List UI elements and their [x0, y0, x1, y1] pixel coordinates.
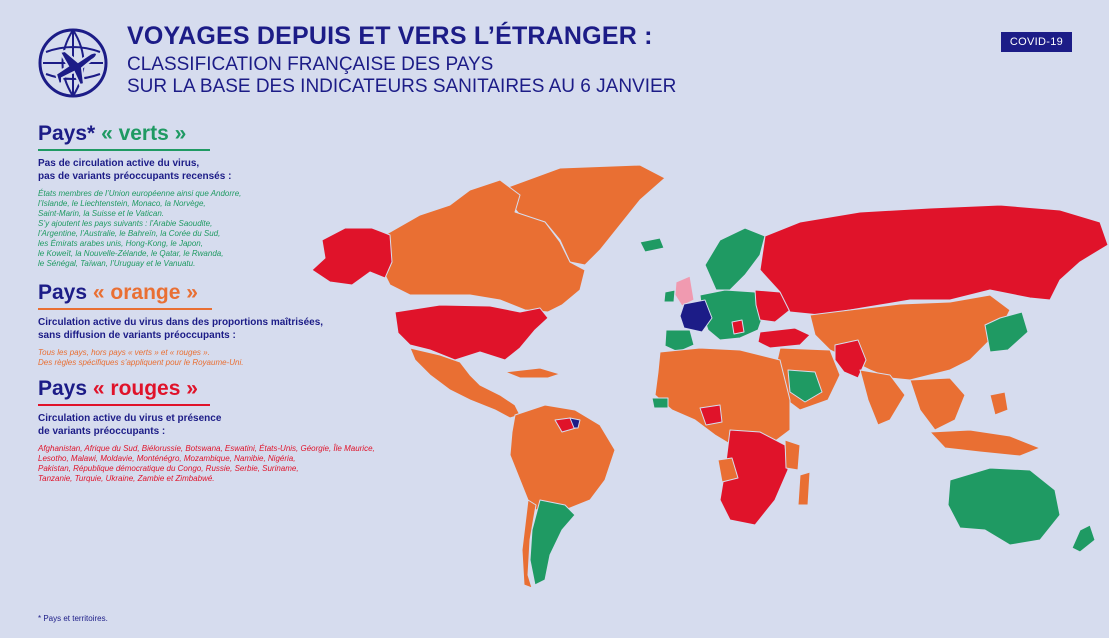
- legend-red-rule: [38, 404, 210, 406]
- subtitle-line-2: SUR LA BASE DES INDICATEURS SANITAIRES A…: [127, 76, 677, 97]
- legend-red-description: Circulation active du virus et présence …: [38, 413, 222, 437]
- subtitle-line-1: CLASSIFICATION FRANÇAISE DES PAYS: [127, 54, 494, 75]
- united-states: [394, 304, 549, 361]
- canada: [379, 179, 586, 313]
- central-southern-africa: [719, 429, 789, 526]
- madagascar: [797, 471, 811, 506]
- argentina-uruguay: [529, 499, 576, 586]
- north-africa: [654, 347, 791, 451]
- legend-red-label: « rouges »: [92, 377, 198, 400]
- legend-orange-label: « orange »: [92, 281, 198, 304]
- page-subtitle: CLASSIFICATION FRANÇAISE DES PAYS SUR LA…: [127, 54, 676, 98]
- south-america: [509, 404, 616, 521]
- covid-badge: COVID-19: [1001, 32, 1072, 52]
- ireland: [663, 289, 676, 303]
- legend-red-prefix: Pays: [38, 377, 88, 400]
- legend-orange: Pays « orange » Circulation active du vi…: [38, 280, 378, 368]
- legend-orange-rule: [38, 308, 212, 310]
- legend-green-prefix: Pays*: [38, 122, 96, 145]
- legend-green-label: « verts »: [101, 122, 187, 145]
- france: [679, 299, 713, 333]
- chile: [521, 499, 537, 589]
- footnote: * Pays et territoires.: [38, 614, 108, 623]
- airplane-globe-logo: [38, 28, 108, 98]
- legend-green-description: Pas de circulation active du virus, pas …: [38, 158, 232, 182]
- page-title: VOYAGES DEPUIS ET VERS L’ÉTRANGER :: [127, 22, 653, 50]
- serbia-montenegro: [731, 319, 745, 335]
- indonesia-philippines: [929, 391, 1041, 457]
- korea-japan: [984, 311, 1029, 353]
- afghanistan-pakistan: [834, 339, 867, 379]
- caribbean: [504, 367, 561, 379]
- united-kingdom: [674, 275, 695, 307]
- legend-red-heading: Pays « rouges »: [38, 376, 418, 402]
- legend-orange-countries: Tous les pays, hors pays « verts » et « …: [38, 348, 244, 367]
- southern-africa-orange: [717, 439, 801, 483]
- legend-green-rule: [38, 149, 210, 151]
- alaska: [311, 227, 393, 286]
- legend-green-heading: Pays* « verts »: [38, 121, 378, 147]
- senegal: [651, 397, 669, 409]
- legend-green: Pays* « verts » Pas de circulation activ…: [38, 121, 378, 269]
- russia: [759, 204, 1109, 316]
- scandinavia: [704, 227, 766, 291]
- saudi-arabia: [787, 369, 823, 403]
- legend-red: Pays « rouges » Circulation active du vi…: [38, 376, 418, 484]
- iceland: [639, 237, 665, 253]
- turkey: [757, 327, 811, 349]
- australia: [947, 467, 1061, 546]
- legend-orange-description: Circulation active du virus dans des pro…: [38, 317, 324, 341]
- legend-orange-prefix: Pays: [38, 281, 88, 304]
- world-map: [311, 164, 1109, 589]
- iberia: [664, 329, 695, 353]
- french-guiana: [569, 417, 581, 429]
- legend-orange-heading: Pays « orange »: [38, 280, 378, 306]
- new-zealand: [1071, 524, 1096, 553]
- legend-green-countries: États membres de l’Union européenne ains…: [38, 189, 242, 268]
- india-southeast-asia: [859, 369, 966, 431]
- legend-red-countries: Afghanistan, Afrique du Sud, Biélorussie…: [38, 444, 375, 483]
- nigeria: [699, 404, 723, 426]
